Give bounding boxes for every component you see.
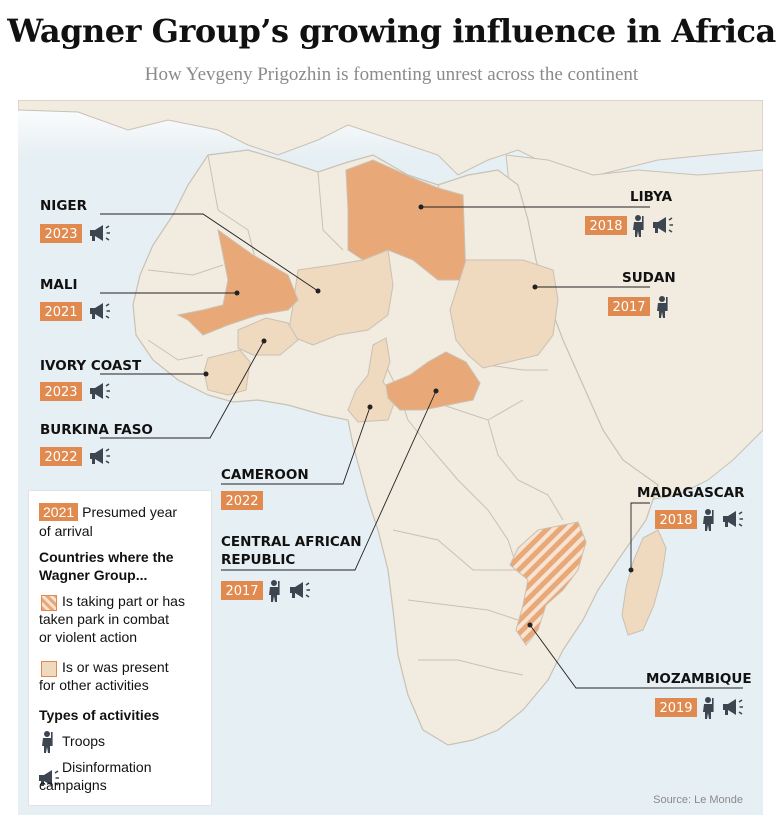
legend-countries-heading-2: Wagner Group... — [39, 567, 148, 583]
madagascar-shape — [621, 529, 667, 636]
burkina-faso-shape — [237, 317, 299, 356]
legend-disinfo-text-2: campaigns — [39, 777, 107, 793]
legend-year-text-1: Presumed year — [82, 504, 178, 520]
legend-disinfo-text-1: Disinformation — [62, 759, 152, 775]
badge-mali: 2021 — [40, 302, 111, 321]
badge-sudan: 2017 — [608, 296, 668, 318]
legend-combat-text-3: or violent action — [39, 629, 138, 645]
svg-text:2023: 2023 — [44, 385, 77, 400]
label-ivory-coast: IVORY COAST — [40, 358, 142, 374]
legend-other-text-2: for other activities — [39, 677, 149, 693]
svg-text:2022: 2022 — [44, 450, 77, 465]
badge-madagascar: 2018 — [655, 509, 744, 531]
label-burkina-faso: BURKINA FASO — [40, 422, 153, 438]
label-mali: MALI — [40, 277, 78, 293]
source-note: Source: Le Monde — [653, 794, 743, 806]
country-points — [203, 204, 634, 628]
mali-shape — [176, 228, 299, 336]
europe-landmass — [18, 100, 763, 181]
troops-icon — [42, 731, 53, 753]
badge-niger: 2023 — [40, 224, 111, 243]
svg-text:2017: 2017 — [612, 300, 645, 315]
map-subtitle: How Yevgeny Prigozhin is fomenting unres… — [144, 64, 639, 85]
badge-ivory-coast: 2023 — [40, 382, 111, 401]
legend-year-text-2: of arrival — [39, 523, 93, 539]
label-sudan: SUDAN — [622, 270, 676, 286]
svg-text:2022: 2022 — [225, 494, 258, 509]
legend-combat-text-2: taken park in combat — [39, 611, 169, 627]
legend-combat-swatch — [41, 595, 57, 611]
svg-text:2018: 2018 — [659, 513, 692, 528]
badge-libya: 2018 — [585, 215, 674, 237]
legend-troops-text: Troops — [62, 733, 106, 749]
badge-central-african-republic: 2017 — [221, 580, 311, 602]
legend: 2021 Presumed year of arrival Countries w… — [28, 490, 212, 806]
badge-burkina-faso: 2022 — [40, 447, 111, 466]
badge-mozambique: 2019 — [655, 697, 744, 719]
cameroon-shape — [347, 337, 397, 423]
label-mozambique: MOZAMBIQUE — [646, 671, 752, 687]
leader-lines — [100, 206, 743, 689]
svg-text:2018: 2018 — [589, 219, 622, 234]
label-central-african-republic-2: REPUBLIC — [221, 552, 295, 568]
legend-year-row: 2021 Presumed year — [39, 503, 177, 521]
svg-text:2023: 2023 — [44, 227, 77, 242]
map-title: Wagner Group’s growing influence in Afri… — [7, 12, 776, 50]
badge-cameroon: 2022 — [221, 491, 263, 510]
mozambique-shape — [509, 521, 587, 646]
legend-other-swatch — [41, 661, 57, 677]
legend-year-badge: 2021 — [39, 503, 79, 521]
label-madagascar: MADAGASCAR — [637, 485, 745, 501]
sudan-shape — [449, 259, 559, 369]
legend-types-heading: Types of activities — [39, 707, 160, 723]
svg-text:2021: 2021 — [44, 305, 77, 320]
label-libya: LIBYA — [630, 189, 673, 205]
label-central-african-republic-1: CENTRAL AFRICAN — [221, 534, 362, 550]
central-african-republic-shape — [385, 351, 481, 411]
svg-text:2017: 2017 — [225, 584, 258, 599]
label-niger: NIGER — [40, 198, 88, 214]
svg-text:2019: 2019 — [659, 701, 692, 716]
legend-countries-heading-1: Countries where the — [39, 549, 174, 565]
legend-combat-text-1: Is taking part or has — [62, 593, 185, 609]
legend-other-text-1: Is or was present — [62, 659, 169, 675]
label-cameroon: CAMEROON — [221, 467, 309, 483]
libya-shape — [345, 159, 467, 281]
